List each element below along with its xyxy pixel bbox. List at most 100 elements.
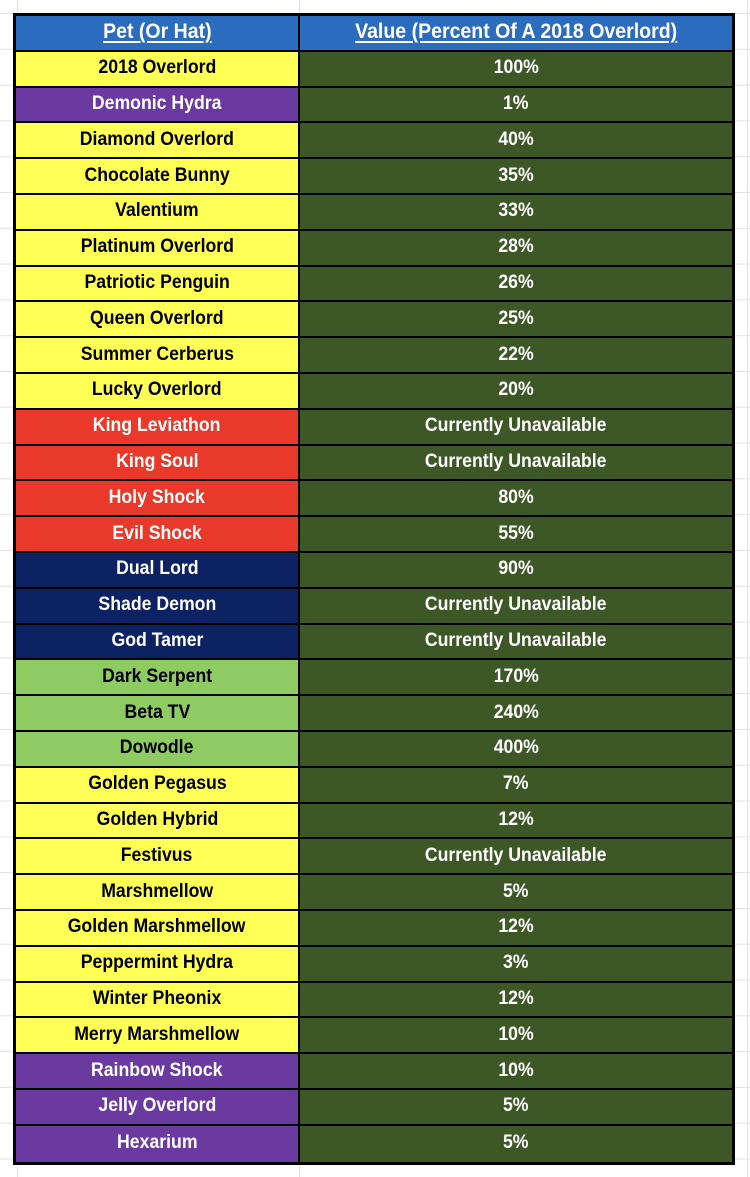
pet-cell[interactable]: King Soul: [16, 445, 300, 480]
pet-name: Golden Marshmellow: [68, 916, 246, 938]
value-cell[interactable]: 22%: [300, 338, 732, 372]
pet-name: 2018 Overlord: [98, 57, 216, 79]
value-cell[interactable]: 25%: [300, 302, 732, 337]
pet-name: Queen Overlord: [90, 307, 224, 329]
value-text: 80%: [498, 486, 534, 508]
pet-cell[interactable]: King Leviathon: [16, 409, 300, 444]
pet-cell[interactable]: Festivus: [16, 839, 300, 874]
pet-cell[interactable]: Valentium: [16, 194, 300, 229]
value-cell[interactable]: 40%: [300, 123, 732, 158]
value-cell[interactable]: Currently Unavailable: [300, 409, 732, 444]
pet-cell[interactable]: 2018 Overlord: [16, 51, 300, 86]
pet-cell[interactable]: Golden Pegasus: [16, 767, 300, 802]
pet-cell[interactable]: God Tamer: [16, 624, 300, 659]
value-cell[interactable]: 35%: [300, 159, 732, 193]
value-text: Currently Unavailable: [425, 415, 607, 437]
pet-cell[interactable]: Chocolate Bunny: [16, 159, 300, 193]
pet-cell[interactable]: Beta TV: [16, 696, 300, 730]
pet-cell[interactable]: Merry Marshmellow: [16, 1018, 300, 1053]
value-text: 5%: [503, 1095, 529, 1117]
value-column-header-cell[interactable]: Value (Percent Of A 2018 Overlord): [300, 16, 732, 50]
table-row: Beta TV 240%: [16, 696, 732, 732]
table-row: Chocolate Bunny 35%: [16, 159, 732, 195]
value-cell[interactable]: 12%: [300, 982, 732, 1017]
pet-cell[interactable]: Queen Overlord: [16, 302, 300, 337]
value-cell[interactable]: 5%: [300, 875, 732, 909]
pet-cell[interactable]: Diamond Overlord: [16, 123, 300, 158]
table-row: Queen Overlord 25%: [16, 302, 732, 339]
table-row: King Soul Currently Unavailable: [16, 445, 732, 482]
value-cell[interactable]: 80%: [300, 481, 732, 516]
pet-cell[interactable]: Summer Cerberus: [16, 338, 300, 372]
value-text: 25%: [498, 307, 534, 329]
value-text: 90%: [498, 558, 534, 580]
value-cell[interactable]: Currently Unavailable: [300, 445, 732, 480]
pet-cell[interactable]: Lucky Overlord: [16, 373, 300, 408]
value-cell[interactable]: 12%: [300, 803, 732, 838]
pet-cell[interactable]: Jelly Overlord: [16, 1089, 300, 1124]
value-text: 3%: [503, 952, 529, 974]
table-row: Lucky Overlord 20%: [16, 373, 732, 410]
value-cell[interactable]: 5%: [300, 1125, 732, 1162]
value-cell[interactable]: 240%: [300, 696, 732, 730]
value-cell[interactable]: 100%: [300, 51, 732, 86]
table-row: Dowodle 400%: [16, 731, 732, 768]
table-row: Holy Shock 80%: [16, 481, 732, 518]
pet-cell[interactable]: Shade Demon: [16, 588, 300, 623]
pet-column-header-cell[interactable]: Pet (Or Hat): [16, 16, 300, 50]
pet-cell[interactable]: Platinum Overlord: [16, 230, 300, 265]
table-row: Summer Cerberus 22%: [16, 338, 732, 374]
value-cell[interactable]: 400%: [300, 731, 732, 766]
pet-name: Dowodle: [120, 737, 194, 759]
pet-cell[interactable]: Dark Serpent: [16, 660, 300, 695]
table-row: Peppermint Hydra 3%: [16, 946, 732, 983]
pet-cell[interactable]: Demonic Hydra: [16, 87, 300, 122]
value-cell[interactable]: 7%: [300, 767, 732, 802]
pet-cell[interactable]: Peppermint Hydra: [16, 946, 300, 981]
pet-name: Rainbow Shock: [91, 1059, 223, 1081]
value-cell[interactable]: 3%: [300, 946, 732, 981]
pet-cell[interactable]: Winter Pheonix: [16, 982, 300, 1017]
value-cell[interactable]: Currently Unavailable: [300, 624, 732, 659]
pet-name: King Soul: [115, 450, 199, 472]
value-cell[interactable]: 10%: [300, 1054, 732, 1088]
value-cell[interactable]: 10%: [300, 1018, 732, 1053]
table-row: Dark Serpent 170%: [16, 660, 732, 697]
value-text: 5%: [503, 1132, 529, 1154]
table-row: Golden Hybrid 12%: [16, 803, 732, 840]
pet-name: Platinum Overlord: [80, 236, 234, 258]
value-cell[interactable]: 26%: [300, 266, 732, 301]
table-row: God Tamer Currently Unavailable: [16, 624, 732, 661]
value-cell[interactable]: 90%: [300, 552, 732, 587]
value-cell[interactable]: 1%: [300, 87, 732, 122]
value-text: 22%: [498, 343, 534, 365]
pet-cell[interactable]: Golden Hybrid: [16, 803, 300, 838]
pet-cell[interactable]: Marshmellow: [16, 875, 300, 909]
pet-name: Beta TV: [124, 701, 190, 723]
pet-cell[interactable]: Rainbow Shock: [16, 1054, 300, 1088]
value-cell[interactable]: 28%: [300, 230, 732, 265]
pet-cell[interactable]: Dowodle: [16, 731, 300, 766]
value-cell[interactable]: 12%: [300, 910, 732, 945]
pet-cell[interactable]: Holy Shock: [16, 481, 300, 516]
pet-cell[interactable]: Golden Marshmellow: [16, 910, 300, 945]
pet-name: Valentium: [115, 200, 199, 222]
value-text: 35%: [498, 164, 534, 186]
pet-cell[interactable]: Evil Shock: [16, 517, 300, 551]
pet-cell[interactable]: Patriotic Penguin: [16, 266, 300, 301]
value-cell[interactable]: 20%: [300, 373, 732, 408]
pet-cell[interactable]: Hexarium: [16, 1125, 300, 1162]
pet-name: King Leviathon: [93, 415, 221, 437]
value-text: 12%: [498, 808, 534, 830]
value-cell[interactable]: 170%: [300, 660, 732, 695]
pet-name: Marshmellow: [101, 880, 213, 902]
value-cell[interactable]: 5%: [300, 1089, 732, 1124]
value-cell[interactable]: Currently Unavailable: [300, 588, 732, 623]
pet-name: Evil Shock: [112, 522, 202, 544]
value-text: 33%: [498, 200, 534, 222]
pet-cell[interactable]: Dual Lord: [16, 552, 300, 587]
value-cell[interactable]: 33%: [300, 194, 732, 229]
value-cell[interactable]: Currently Unavailable: [300, 839, 732, 874]
value-cell[interactable]: 55%: [300, 517, 732, 551]
value-text: 10%: [498, 1023, 534, 1045]
